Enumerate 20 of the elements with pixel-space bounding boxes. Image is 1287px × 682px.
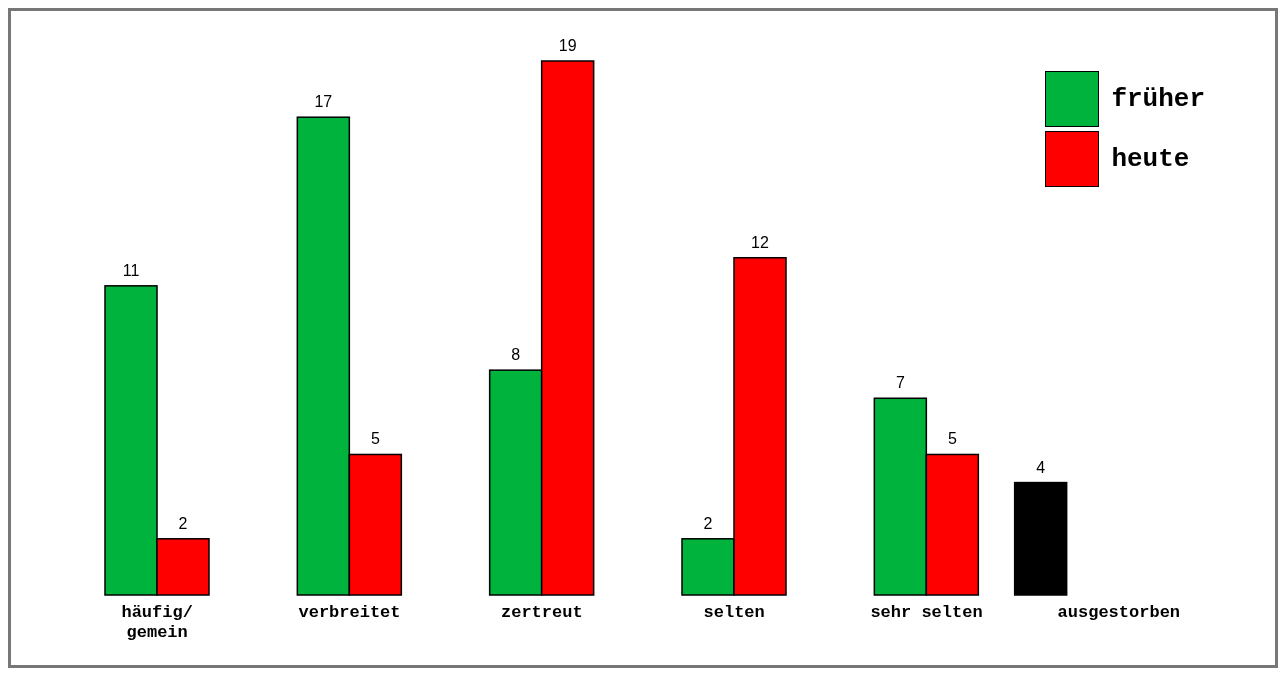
x-tick-label: zertreut bbox=[501, 603, 583, 622]
data-label: 19 bbox=[558, 37, 577, 54]
data-label: 4 bbox=[1036, 458, 1046, 476]
x-tick-label: sehr selten bbox=[870, 603, 983, 622]
data-label: 17 bbox=[314, 93, 333, 111]
x-tick-label: häufig/gemein bbox=[121, 603, 193, 642]
data-label: 8 bbox=[511, 346, 521, 364]
x-tick-label: verbreitet bbox=[298, 603, 401, 622]
data-label: 2 bbox=[703, 514, 713, 532]
legend-label: heute bbox=[1111, 144, 1190, 174]
legend-label: früher bbox=[1111, 84, 1205, 114]
data-label: 2 bbox=[178, 514, 188, 532]
data-label: 12 bbox=[751, 233, 769, 251]
data-label: 7 bbox=[895, 374, 905, 392]
x-tick-label: selten bbox=[703, 603, 765, 622]
x-tick-label: ausgestorben bbox=[1057, 603, 1181, 622]
data-label: 5 bbox=[947, 430, 957, 448]
data-label: 5 bbox=[370, 430, 380, 448]
bar bbox=[1013, 481, 1068, 596]
data-label: 11 bbox=[122, 261, 140, 279]
